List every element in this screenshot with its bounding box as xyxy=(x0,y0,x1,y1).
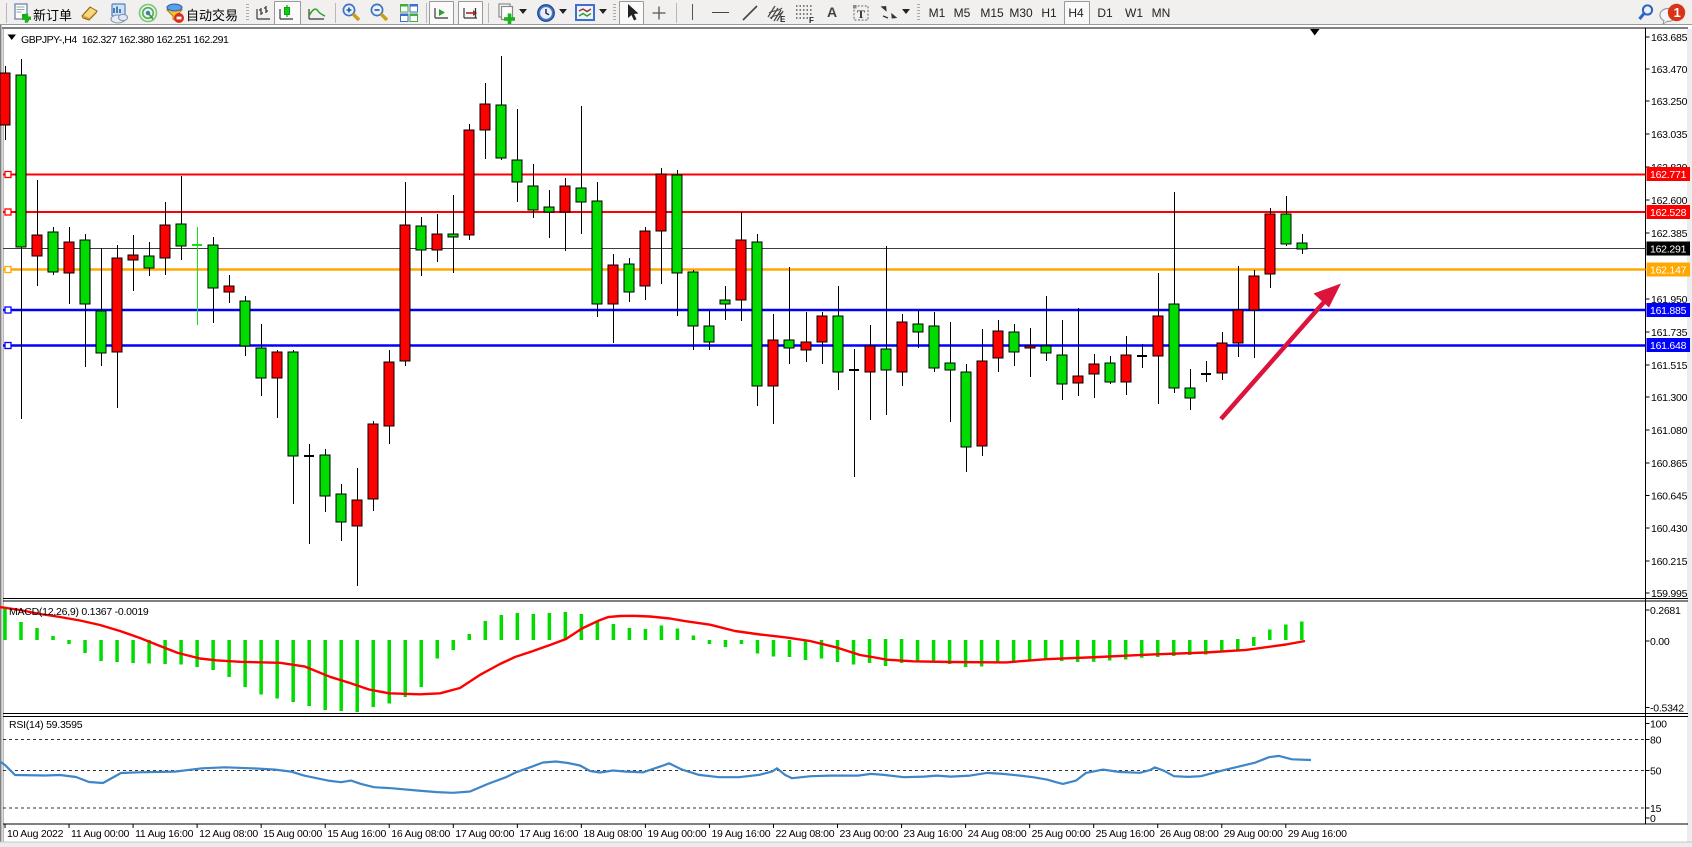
svg-text:26 Aug 08:00: 26 Aug 08:00 xyxy=(1160,828,1219,840)
svg-text:15 Aug 00:00: 15 Aug 00:00 xyxy=(263,828,322,840)
svg-text:T: T xyxy=(857,7,865,21)
svg-text:161.885: 161.885 xyxy=(1650,305,1687,317)
svg-text:23 Aug 16:00: 23 Aug 16:00 xyxy=(904,828,963,840)
svg-text:17 Aug 00:00: 17 Aug 00:00 xyxy=(455,828,514,840)
svg-text:160.215: 160.215 xyxy=(1651,556,1688,568)
svg-text:19 Aug 16:00: 19 Aug 16:00 xyxy=(711,828,770,840)
svg-text:F: F xyxy=(809,16,814,24)
svg-text:GBPJPY-,H4 162.327 162.380 16: GBPJPY-,H4 162.327 162.380 162.251 162.2… xyxy=(21,34,229,46)
svg-text:163.470: 163.470 xyxy=(1651,64,1688,76)
svg-text:162.291: 162.291 xyxy=(1650,244,1687,256)
svg-text:11 Aug 16:00: 11 Aug 16:00 xyxy=(135,828,194,840)
svg-text:12 Aug 08:00: 12 Aug 08:00 xyxy=(199,828,258,840)
svg-text:29 Aug 00:00: 29 Aug 00:00 xyxy=(1224,828,1283,840)
svg-text:80: 80 xyxy=(1650,735,1662,747)
svg-text:1: 1 xyxy=(1674,5,1681,20)
svg-text:MACD(12,26,9) 0.1367 -0.0019: MACD(12,26,9) 0.1367 -0.0019 xyxy=(9,606,149,618)
svg-text:161.515: 161.515 xyxy=(1651,360,1688,372)
svg-text:23 Aug 00:00: 23 Aug 00:00 xyxy=(840,828,899,840)
svg-text:163.250: 163.250 xyxy=(1651,96,1688,108)
svg-text:22 Aug 08:00: 22 Aug 08:00 xyxy=(775,828,834,840)
svg-text:16 Aug 08:00: 16 Aug 08:00 xyxy=(391,828,450,840)
svg-text:25 Aug 00:00: 25 Aug 00:00 xyxy=(1032,828,1091,840)
svg-text:161.300: 161.300 xyxy=(1651,392,1688,404)
svg-text:11 Aug 00:00: 11 Aug 00:00 xyxy=(71,828,130,840)
svg-text:15: 15 xyxy=(1650,803,1662,815)
svg-text:162.147: 162.147 xyxy=(1650,265,1687,277)
svg-text:100: 100 xyxy=(1650,719,1667,731)
svg-text:160.645: 160.645 xyxy=(1651,491,1688,503)
svg-text:50: 50 xyxy=(1650,766,1662,778)
svg-text:0.00: 0.00 xyxy=(1650,636,1670,648)
svg-text:10 Aug 2022: 10 Aug 2022 xyxy=(7,828,64,840)
svg-text:162.600: 162.600 xyxy=(1651,195,1688,207)
svg-text:0: 0 xyxy=(1650,813,1656,825)
svg-text:162.528: 162.528 xyxy=(1650,207,1687,219)
svg-text:E: E xyxy=(780,15,786,24)
svg-text:25 Aug 16:00: 25 Aug 16:00 xyxy=(1096,828,1155,840)
svg-text:161.735: 161.735 xyxy=(1651,327,1688,339)
svg-text:160.865: 160.865 xyxy=(1651,458,1688,470)
svg-text:163.685: 163.685 xyxy=(1651,32,1688,44)
svg-text:19 Aug 00:00: 19 Aug 00:00 xyxy=(647,828,706,840)
svg-text:29 Aug 16:00: 29 Aug 16:00 xyxy=(1288,828,1347,840)
svg-text:RSI(14) 59.3595: RSI(14) 59.3595 xyxy=(9,719,83,731)
svg-text:163.035: 163.035 xyxy=(1651,129,1688,141)
svg-text:159.995: 159.995 xyxy=(1651,588,1688,600)
svg-text:160.430: 160.430 xyxy=(1651,523,1688,535)
svg-text:162.771: 162.771 xyxy=(1650,169,1687,181)
svg-text:162.385: 162.385 xyxy=(1651,228,1688,240)
svg-text:161.648: 161.648 xyxy=(1650,340,1687,352)
svg-text:17 Aug 16:00: 17 Aug 16:00 xyxy=(519,828,578,840)
svg-text:161.080: 161.080 xyxy=(1651,425,1688,437)
svg-text:24 Aug 08:00: 24 Aug 08:00 xyxy=(968,828,1027,840)
svg-text:-0.5342: -0.5342 xyxy=(1650,703,1684,715)
svg-text:15 Aug 16:00: 15 Aug 16:00 xyxy=(327,828,386,840)
svg-text:18 Aug 08:00: 18 Aug 08:00 xyxy=(583,828,642,840)
svg-text:0.2681: 0.2681 xyxy=(1650,605,1681,617)
